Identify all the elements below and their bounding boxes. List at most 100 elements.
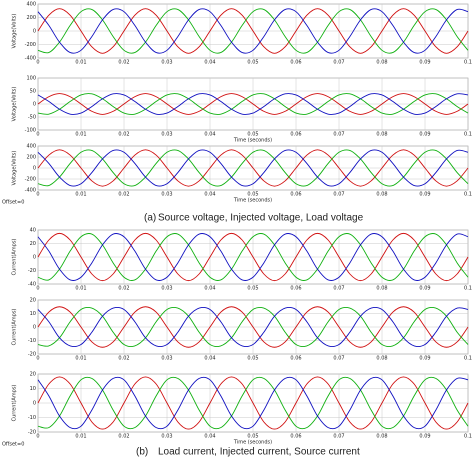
y-tick-label: 0: [33, 401, 36, 407]
x-tick-label: 0.01: [75, 192, 86, 198]
x-tick-label: 0.01: [75, 434, 86, 440]
x-tick-label: 0.05: [247, 286, 258, 292]
y-axis-label: Voltage(Volts): [12, 151, 18, 186]
x-tick-label: 0.1: [464, 356, 472, 362]
x-tick-label: 0.01: [75, 356, 86, 362]
y-tick-label: -200: [25, 177, 36, 183]
x-tick-label: 0.1: [464, 286, 472, 292]
y-tick-label: -50: [28, 115, 36, 121]
y-tick-label: 20: [30, 372, 36, 378]
x-tick-label: 0.01: [75, 132, 86, 138]
x-tick-label: 0.05: [247, 132, 258, 138]
x-tick-label: 0.08: [376, 356, 387, 362]
x-tick-label: 0.06: [290, 434, 301, 440]
y-tick-label: -40: [28, 282, 36, 288]
y-tick-label: 400: [26, 2, 36, 8]
y-tick-label: 100: [26, 76, 36, 82]
y-tick-label: 0: [33, 166, 36, 172]
x-tick-label: 0.08: [376, 60, 387, 66]
x-tick-label: 0.09: [419, 356, 430, 362]
x-tick-label: 0.02: [118, 60, 129, 66]
x-tick-label: 0.1: [464, 132, 472, 138]
x-tick-label: 0.01: [75, 286, 86, 292]
y-tick-label: 0: [33, 255, 36, 261]
y-tick-label: 400: [26, 144, 36, 150]
data-line: [37, 306, 469, 348]
y-axis-label: Voltage(Volts): [12, 14, 18, 49]
x-tick-label: 0.08: [376, 132, 387, 138]
x-tick-label: 0.08: [376, 286, 387, 292]
data-line: [37, 8, 469, 54]
x-tick-label: 0: [36, 356, 39, 362]
x-tick-label: 0.02: [118, 434, 129, 440]
x-tick-label: 0.07: [333, 434, 344, 440]
y-tick-label: -20: [28, 430, 36, 436]
y-tick-label: 0: [33, 29, 36, 35]
y-axis-label: Current(Amps): [12, 385, 18, 422]
x-tick-label: 0.03: [161, 192, 172, 198]
x-tick-label: 0: [36, 132, 39, 138]
x-axis-label: Time (seconds): [233, 440, 272, 446]
y-tick-label: -20: [28, 268, 36, 274]
y-tick-label: 0: [33, 102, 36, 108]
x-tick-label: 0.03: [161, 434, 172, 440]
x-tick-label: 0.03: [161, 60, 172, 66]
x-tick-label: 0: [36, 60, 39, 66]
x-tick-label: 0.05: [247, 434, 258, 440]
x-tick-label: 0.04: [204, 356, 215, 362]
x-tick-label: 0.09: [419, 192, 430, 198]
x-tick-label: 0.06: [290, 132, 301, 138]
data-line: [37, 8, 469, 54]
x-tick-label: 0.05: [247, 192, 258, 198]
x-tick-label: 0.02: [118, 286, 129, 292]
caption: Source voltage, Injected voltage, Load v…: [158, 213, 364, 224]
data-line: [37, 149, 469, 187]
y-tick-label: 200: [26, 155, 36, 161]
caption-label: (b): [136, 447, 148, 458]
x-tick-label: 0.07: [333, 356, 344, 362]
data-line: [37, 233, 469, 281]
x-tick-label: 0.08: [376, 192, 387, 198]
x-tick-label: 0.07: [333, 192, 344, 198]
y-tick-label: -200: [25, 42, 36, 48]
caption: Load current, Injected current, Source c…: [158, 447, 360, 458]
x-tick-label: 0.06: [290, 60, 301, 66]
x-tick-label: 0.1: [464, 192, 472, 198]
annotation: Offset=0: [2, 200, 24, 206]
data-line: [37, 376, 469, 430]
y-tick-label: 40: [30, 228, 36, 234]
caption-label: (a): [144, 213, 156, 224]
x-tick-label: 0.06: [290, 286, 301, 292]
y-tick-label: -10: [28, 415, 36, 421]
x-tick-label: 0.03: [161, 356, 172, 362]
x-tick-label: 0.1: [464, 434, 472, 440]
x-tick-label: 0.06: [290, 356, 301, 362]
x-tick-label: 0.07: [333, 60, 344, 66]
x-tick-label: 0.05: [247, 356, 258, 362]
y-tick-label: -400: [25, 188, 36, 194]
x-axis-label: Time (seconds): [233, 198, 272, 204]
y-tick-label: -100: [25, 128, 36, 134]
x-tick-label: 0.01: [75, 60, 86, 66]
y-axis-label: Voltage(Volts): [12, 87, 18, 122]
x-tick-label: 0.09: [419, 286, 430, 292]
x-tick-label: 0.02: [118, 356, 129, 362]
x-tick-label: 0.02: [118, 132, 129, 138]
x-tick-label: 0.07: [333, 132, 344, 138]
x-tick-label: 0.04: [204, 132, 215, 138]
data-line: [37, 306, 469, 348]
y-axis-label: Current(Amps): [12, 309, 18, 346]
y-tick-label: -400: [25, 56, 36, 62]
data-line: [37, 93, 469, 115]
data-line: [37, 376, 469, 430]
y-tick-label: -20: [28, 352, 36, 358]
x-tick-label: 0.03: [161, 132, 172, 138]
y-tick-label: 10: [30, 386, 36, 392]
data-line: [37, 233, 469, 281]
x-tick-label: 0.05: [247, 60, 258, 66]
y-tick-label: 200: [26, 15, 36, 21]
x-tick-label: 0: [36, 434, 39, 440]
data-line: [37, 149, 469, 187]
data-line: [37, 306, 469, 348]
